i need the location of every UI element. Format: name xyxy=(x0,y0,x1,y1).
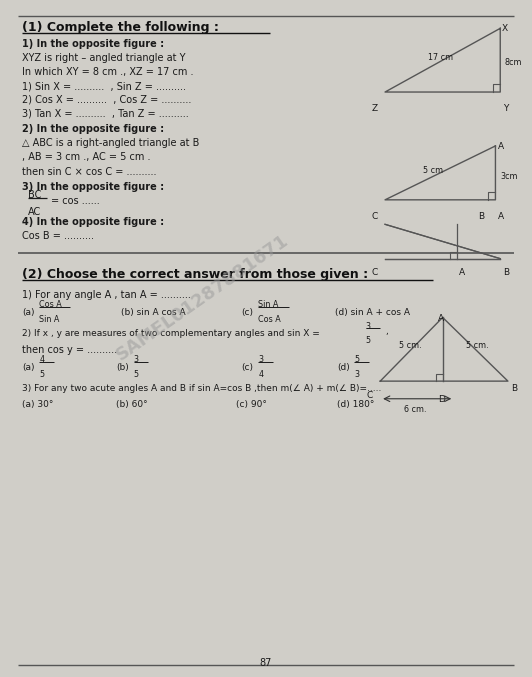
Text: C: C xyxy=(371,268,378,278)
Text: , AB = 3 cm ., AC = 5 cm .: , AB = 3 cm ., AC = 5 cm . xyxy=(22,152,151,162)
Text: 6 cm.: 6 cm. xyxy=(404,405,427,414)
Text: 3) Tan X = ..........  , Tan Z = ..........: 3) Tan X = .......... , Tan Z = ........… xyxy=(22,109,189,118)
Text: (c) 90°: (c) 90° xyxy=(236,399,267,409)
Text: (c): (c) xyxy=(241,307,253,317)
Text: In which XY = 8 cm ., XZ = 17 cm .: In which XY = 8 cm ., XZ = 17 cm . xyxy=(22,66,194,77)
Text: SAMEL01287881671: SAMEL01287881671 xyxy=(113,232,292,364)
Text: B: B xyxy=(478,212,484,221)
Text: B: B xyxy=(503,268,509,278)
Text: 2) If x , y are measures of two complementary angles and sin X =: 2) If x , y are measures of two compleme… xyxy=(22,329,320,338)
Text: 1) In the opposite figure :: 1) In the opposite figure : xyxy=(22,39,164,49)
Text: (a) 30°: (a) 30° xyxy=(22,399,54,409)
Text: 3: 3 xyxy=(366,322,371,331)
Text: 5: 5 xyxy=(366,336,371,345)
Text: 5: 5 xyxy=(134,370,139,379)
Text: (b) 60°: (b) 60° xyxy=(116,399,148,409)
Text: A: A xyxy=(498,142,504,151)
Text: (d) sin A + cos A: (d) sin A + cos A xyxy=(335,307,410,317)
Text: (d): (d) xyxy=(337,362,350,372)
Text: BC: BC xyxy=(28,190,41,200)
Text: AC: AC xyxy=(28,206,41,217)
Text: (b): (b) xyxy=(116,362,129,372)
Text: △ ABC is a right-angled triangle at B: △ ABC is a right-angled triangle at B xyxy=(22,138,200,148)
Text: 8cm: 8cm xyxy=(504,58,521,67)
Text: Sin A: Sin A xyxy=(259,300,279,309)
Text: 4: 4 xyxy=(39,355,45,364)
Text: (1) Complete the following :: (1) Complete the following : xyxy=(22,22,219,35)
Text: 3: 3 xyxy=(134,355,138,364)
Text: 87: 87 xyxy=(260,659,272,668)
Text: D: D xyxy=(438,395,445,404)
Text: A: A xyxy=(498,212,504,221)
Text: 4: 4 xyxy=(259,370,263,379)
Text: C: C xyxy=(367,391,373,400)
Text: 2) In the opposite figure :: 2) In the opposite figure : xyxy=(22,125,164,134)
Text: 3) For any two acute angles A and B if sin A=cos B ,then m(∠ A) + m(∠ B)=.....: 3) For any two acute angles A and B if s… xyxy=(22,384,381,393)
Text: 2) Cos X = ..........  , Cos Z = ..........: 2) Cos X = .......... , Cos Z = ........… xyxy=(22,95,192,105)
Text: = cos ......: = cos ...... xyxy=(51,196,99,206)
Text: 3) In the opposite figure :: 3) In the opposite figure : xyxy=(22,182,164,192)
Text: then cos y = ..........: then cos y = .......... xyxy=(22,345,117,355)
Text: A: A xyxy=(438,315,444,324)
Text: 17 cm: 17 cm xyxy=(428,53,453,62)
Text: 4) In the opposite figure :: 4) In the opposite figure : xyxy=(22,217,164,227)
Text: XYZ is right – angled triangle at Y: XYZ is right – angled triangle at Y xyxy=(22,53,186,63)
Text: then sin C × cos C = ..........: then sin C × cos C = .......... xyxy=(22,167,156,177)
Text: 5 cm.: 5 cm. xyxy=(466,341,488,350)
Text: (b) sin A cos A: (b) sin A cos A xyxy=(121,307,186,317)
Text: 5 cm: 5 cm xyxy=(423,166,444,175)
Text: 3cm: 3cm xyxy=(500,173,518,181)
Text: Cos B = ..........: Cos B = .......... xyxy=(22,231,94,241)
Text: A: A xyxy=(459,268,465,278)
Text: Y: Y xyxy=(503,104,509,113)
Text: X: X xyxy=(502,24,508,33)
Text: Cos A: Cos A xyxy=(39,300,62,309)
Text: C: C xyxy=(371,212,378,221)
Text: 1) Sin X = ..........  , Sin Z = ..........: 1) Sin X = .......... , Sin Z = ........… xyxy=(22,81,186,91)
Text: 5: 5 xyxy=(354,355,360,364)
Text: 5 cm.: 5 cm. xyxy=(400,341,422,350)
Text: Z: Z xyxy=(371,104,378,113)
Text: B: B xyxy=(511,384,517,393)
Text: (2) Choose the correct answer from those given :: (2) Choose the correct answer from those… xyxy=(22,268,368,282)
Text: 3: 3 xyxy=(354,370,359,379)
Text: Sin A: Sin A xyxy=(39,315,60,324)
Text: (a): (a) xyxy=(22,362,35,372)
Text: ,: , xyxy=(385,327,388,336)
Text: (d) 180°: (d) 180° xyxy=(337,399,375,409)
Text: Cos A: Cos A xyxy=(259,315,281,324)
Text: 3: 3 xyxy=(259,355,263,364)
Text: 5: 5 xyxy=(39,370,45,379)
Text: (a): (a) xyxy=(22,307,35,317)
Text: 1) For any angle A , tan A = ..........: 1) For any angle A , tan A = .......... xyxy=(22,290,191,300)
Text: (c): (c) xyxy=(241,362,253,372)
